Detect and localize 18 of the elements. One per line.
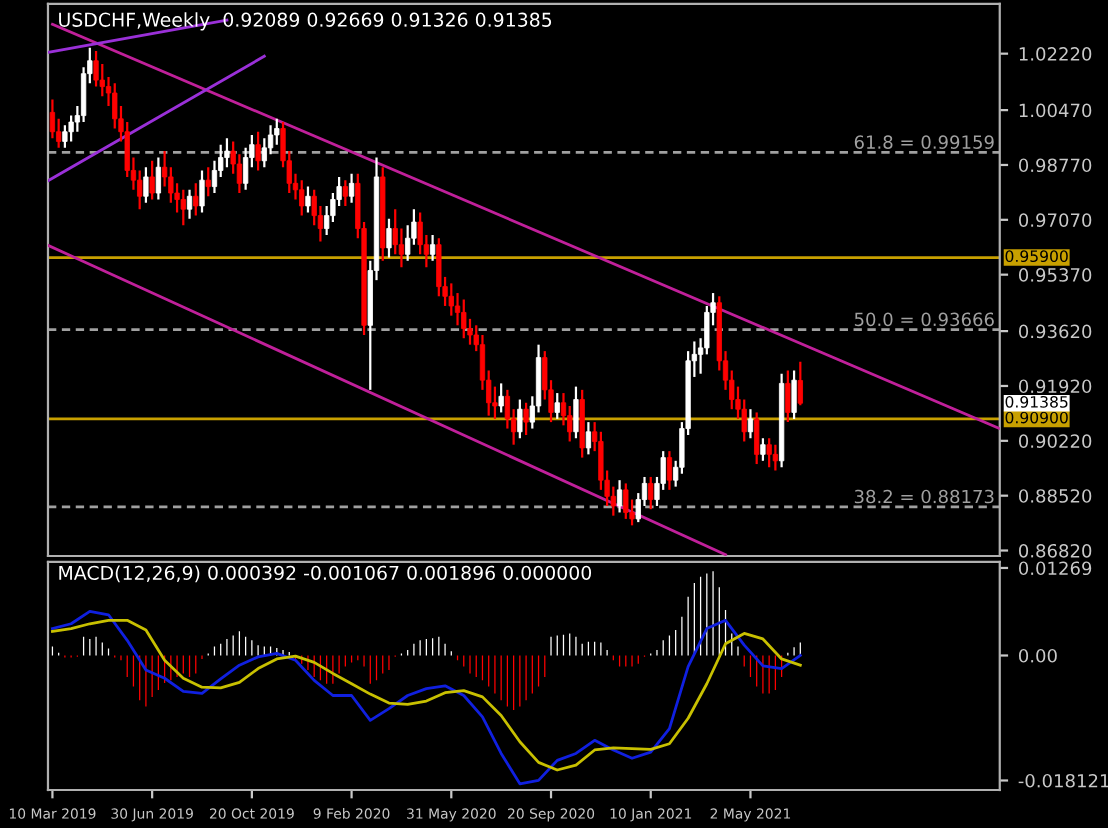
y-tick-label: -0.018121: [1018, 773, 1108, 788]
ref-line-label: 50.0 = 0.93666: [854, 312, 994, 327]
chart-title: MACD(12,26,9) 0.000392 -0.001067 0.001896 0.000000: [59, 565, 592, 583]
chart-title: USDCHF,Weekly 0.92089 0.92669 0.91326 0.91385: [59, 12, 552, 31]
ref-line-label: 61.8 = 0.99159: [854, 135, 994, 149]
y-tick-label: 1.02220: [1019, 47, 1092, 61]
y-tick-label: 0.93620: [1018, 324, 1092, 339]
y-tick-label: 0.01269: [1018, 561, 1092, 576]
y-tick-label: 0.88520: [1018, 489, 1092, 503]
y-tick-label: 0.86820: [1018, 543, 1092, 558]
y-tick-label: 1.00470: [1019, 103, 1092, 118]
y-tick-label: 0.00: [1018, 648, 1057, 663]
y-tick-label: 0.95370: [1018, 268, 1092, 282]
ref-line-label: 38.2 = 0.88173: [854, 489, 994, 504]
y-tick-label: 0.97070: [1018, 213, 1092, 227]
y-tick-label: 0.91920: [1018, 379, 1092, 394]
y-tick-label: 0.90220: [1018, 434, 1092, 448]
y-tick-label: 0.98770: [1018, 158, 1092, 173]
